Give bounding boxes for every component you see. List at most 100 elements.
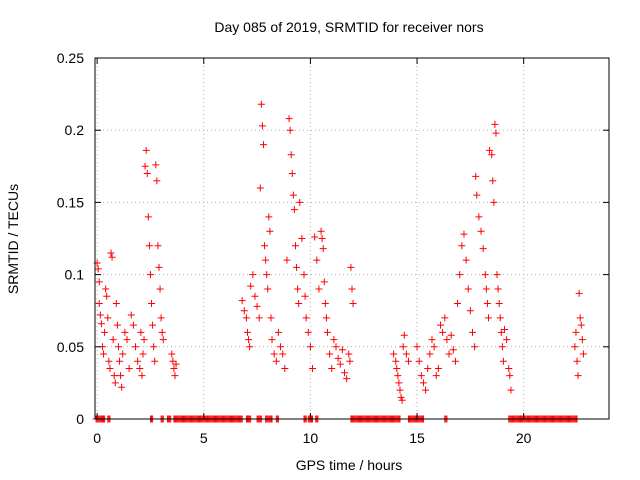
- data-point: [245, 336, 253, 344]
- data-point: [443, 336, 451, 344]
- data-point: [104, 314, 112, 322]
- data-point: [274, 328, 282, 336]
- data-point: [330, 336, 338, 344]
- data-point: [313, 256, 321, 264]
- data-point: [107, 249, 115, 257]
- data-point: [332, 343, 340, 351]
- y-tick-label: 0: [76, 411, 84, 427]
- data-point: [445, 350, 453, 358]
- data-point: [238, 297, 246, 305]
- data-point: [462, 256, 470, 264]
- data-point: [334, 354, 342, 362]
- data-point: [493, 271, 501, 279]
- data-point: [577, 321, 585, 329]
- data-point: [264, 285, 272, 293]
- data-point: [326, 350, 334, 358]
- data-point: [172, 360, 180, 368]
- data-point: [572, 328, 580, 336]
- data-point: [469, 328, 477, 336]
- data-point: [320, 278, 328, 286]
- data-point: [283, 256, 291, 264]
- data-point: [121, 328, 129, 336]
- data-series: [92, 100, 587, 423]
- data-point: [157, 314, 165, 322]
- data-point: [317, 227, 325, 235]
- y-tick-label: 0.25: [57, 50, 84, 66]
- data-point: [134, 357, 142, 365]
- data-point: [249, 271, 257, 279]
- data-point: [298, 235, 306, 242]
- data-point: [240, 307, 248, 315]
- data-point: [159, 336, 167, 344]
- data-point: [118, 383, 126, 391]
- data-point: [578, 336, 586, 344]
- data-point: [396, 386, 404, 394]
- data-point: [95, 299, 103, 307]
- x-tick-label: 5: [200, 430, 208, 446]
- data-point: [496, 314, 504, 322]
- data-point: [142, 146, 150, 154]
- data-point: [417, 372, 425, 380]
- data-point: [492, 129, 500, 137]
- data-point: [146, 271, 154, 279]
- data-point: [127, 311, 135, 319]
- data-point: [432, 372, 440, 380]
- data-point: [119, 350, 127, 358]
- data-point: [261, 242, 269, 250]
- data-point: [506, 372, 514, 380]
- data-point: [96, 311, 104, 319]
- data-point: [392, 357, 400, 365]
- data-point: [114, 343, 122, 351]
- data-point: [346, 357, 354, 365]
- data-point: [154, 242, 162, 250]
- data-point: [170, 364, 178, 372]
- data-point: [105, 357, 113, 365]
- data-point: [144, 213, 152, 221]
- data-point: [296, 198, 304, 206]
- data-point: [575, 289, 583, 297]
- data-point: [116, 357, 124, 365]
- data-point: [257, 100, 265, 108]
- data-point: [477, 227, 485, 235]
- y-axis-label: SRMTID / TECUs: [5, 184, 21, 294]
- data-point: [466, 307, 474, 315]
- data-point: [491, 120, 499, 128]
- data-point: [272, 357, 280, 365]
- data-point: [302, 314, 310, 322]
- data-point: [286, 126, 294, 134]
- data-point: [111, 379, 119, 387]
- data-point: [311, 233, 319, 241]
- data-point: [454, 299, 462, 307]
- axes-ticks: 0 0.05 0.1 0.15 0.2 0.25 0 5 10 15 20: [57, 50, 609, 446]
- data-point: [576, 314, 584, 322]
- data-point: [132, 343, 140, 351]
- data-point: [253, 302, 261, 310]
- data-point: [153, 177, 161, 185]
- data-point: [405, 357, 413, 365]
- data-point: [481, 271, 489, 279]
- data-point: [304, 328, 312, 336]
- data-point: [413, 343, 421, 351]
- data-point: [343, 375, 351, 383]
- data-point: [460, 230, 468, 238]
- data-point: [341, 369, 349, 377]
- data-point: [267, 314, 275, 322]
- data-point: [102, 285, 110, 293]
- data-point: [281, 364, 289, 372]
- data-point: [318, 235, 326, 242]
- data-point: [294, 285, 302, 293]
- data-point: [136, 364, 144, 372]
- data-point: [113, 321, 121, 329]
- data-point: [479, 245, 487, 253]
- x-axis-label: GPS time / hours: [296, 457, 403, 473]
- x-tick-label: 20: [516, 430, 532, 446]
- data-point: [428, 336, 436, 344]
- data-point: [422, 386, 430, 394]
- data-point: [473, 191, 481, 199]
- x-tick-label: 0: [93, 430, 101, 446]
- data-point: [151, 357, 159, 365]
- data-point: [117, 372, 125, 380]
- data-point: [472, 172, 480, 180]
- data-point: [108, 253, 116, 261]
- data-point: [277, 343, 285, 351]
